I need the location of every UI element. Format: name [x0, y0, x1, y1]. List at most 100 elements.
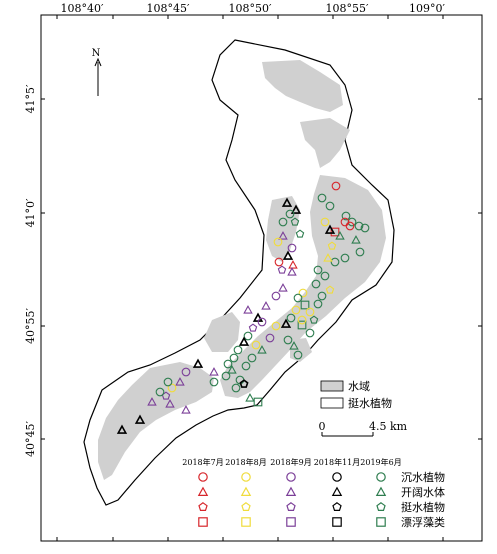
legend-symbol-pentagon-5: [376, 502, 386, 511]
sample-point: [351, 235, 361, 244]
sample-point: [163, 377, 173, 387]
sample-point: [147, 397, 157, 406]
sample-point: [278, 231, 288, 240]
sample-point: [243, 305, 253, 314]
sample-point: [231, 383, 241, 393]
water-legend-label: 水域: [348, 380, 370, 393]
legend-symbol-pentagon-4: [332, 502, 342, 511]
sample-point: [238, 336, 250, 346]
longitude-ticks: [56, 15, 444, 541]
sample-point: [280, 318, 292, 328]
sample-point: [245, 393, 255, 402]
sample-point: [309, 315, 319, 324]
legend-date-3: 2018年9月: [270, 457, 311, 467]
sample-point: [227, 365, 237, 374]
sample-point: [290, 204, 302, 214]
legend-symbol-square-2: [241, 517, 251, 527]
sample-point: [345, 221, 355, 231]
latitude-ticks: [41, 98, 482, 440]
legend-category-1: 沉水植物: [401, 470, 445, 484]
emergent-legend-label: 挺水植物: [348, 396, 392, 410]
sample-point: [293, 293, 303, 303]
north-label: N: [92, 48, 101, 59]
sample-point: [271, 321, 281, 331]
sample-point: [340, 253, 350, 263]
legend-date-5: 2019年6月: [360, 457, 401, 467]
sample-point: [286, 313, 296, 323]
sample-point: [248, 323, 258, 332]
sample-point: [289, 341, 299, 350]
sample-point: [243, 331, 253, 341]
sample-point: [167, 383, 177, 393]
legend-symbol-circle-4: [332, 472, 342, 482]
legend-symbol-triangle-5: [375, 486, 387, 496]
legend-symbol-pentagon-2: [241, 502, 251, 511]
sample-point: [273, 237, 283, 247]
sample-point: [261, 301, 271, 310]
sample-point: [330, 227, 340, 237]
sample-point: [116, 424, 128, 434]
legend-symbol-pentagon-3: [286, 502, 296, 511]
sample-point: [324, 224, 336, 234]
north-arrow: N: [92, 48, 102, 96]
sample-point: [287, 243, 297, 253]
sample-point: [313, 299, 323, 309]
sample-point: [175, 377, 185, 386]
sample-point: [317, 291, 327, 301]
legend-symbol-circle-2: [241, 472, 251, 482]
sample-point: [247, 353, 257, 363]
sample-point: [274, 257, 284, 267]
map-frame: [40, 14, 483, 542]
lon-label-4: 108°55′: [326, 2, 369, 15]
scale-bar: 0 4.5 km: [319, 420, 408, 437]
scale-end-label: 4.5 km: [369, 420, 408, 433]
emergent-swatch: [320, 397, 344, 409]
sample-point: [271, 291, 281, 301]
legend-symbol-triangle-4: [331, 486, 343, 496]
sample-point: [298, 288, 308, 298]
legend-symbol-triangle-2: [240, 486, 252, 496]
symbol-legend: 2018年7月 2018年8月 2018年9月 2018年11月 2019年6月沉水植物…: [182, 457, 445, 529]
sample-point: [221, 371, 231, 381]
lat-label-4: 40°45′: [24, 421, 37, 457]
lon-label-5: 109°0′: [409, 2, 445, 15]
sample-point: [241, 361, 251, 371]
sample-point: [335, 231, 345, 240]
sample-point: [155, 387, 165, 397]
legend-symbol-circle-3: [286, 472, 296, 482]
legend-symbol-square-3: [286, 517, 296, 527]
sample-point: [305, 307, 315, 317]
sample-point: [192, 358, 204, 368]
sample-point: [233, 345, 243, 355]
lon-label-3: 108°50′: [229, 2, 272, 15]
sample-point: [287, 267, 297, 276]
sample-point: [297, 315, 307, 325]
legend-symbol-circle-5: [376, 472, 386, 482]
legend-symbol-circle-1: [198, 472, 208, 482]
sample-point: [317, 193, 327, 203]
lat-label-2: 41°0′: [24, 198, 37, 227]
sample-point: [181, 405, 191, 414]
sample-point: [253, 397, 263, 407]
sample-point: [354, 221, 364, 231]
water-swatch: [320, 380, 344, 392]
legend-symbol-triangle-3: [285, 486, 297, 496]
sample-point: [320, 271, 330, 281]
legend-symbol-pentagon-1: [198, 502, 208, 511]
sample-point: [265, 333, 275, 343]
sample-point: [347, 217, 357, 227]
sample-point: [291, 305, 301, 315]
sample-point: [181, 367, 191, 377]
sample-point: [288, 260, 298, 269]
sample-point: [285, 209, 295, 219]
sample-point: [257, 345, 267, 354]
sample-point: [300, 300, 310, 310]
legend-date-4: 2018年11月: [314, 457, 361, 467]
legend-symbol-square-1: [198, 517, 208, 527]
sample-point: [239, 379, 249, 388]
sample-point: [330, 257, 340, 267]
sample-point: [223, 359, 233, 369]
sample-point: [290, 217, 300, 226]
